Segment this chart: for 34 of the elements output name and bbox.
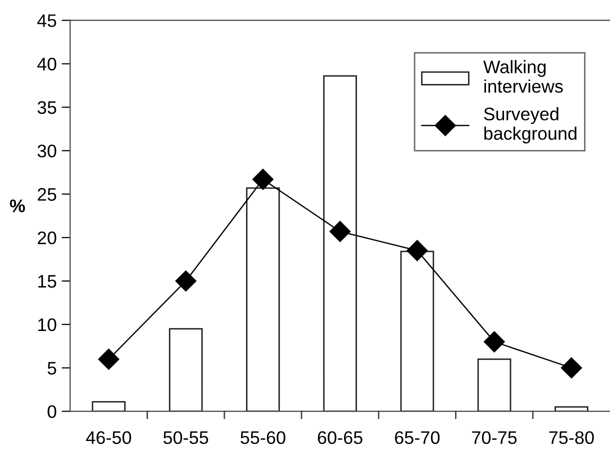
y-tick-label: 35 <box>38 101 56 114</box>
y-tick-label: 10 <box>38 318 56 332</box>
point <box>330 220 351 242</box>
y-tick-label: 5 <box>48 362 56 375</box>
point <box>252 168 274 190</box>
point <box>560 357 582 378</box>
point <box>175 270 196 292</box>
y-tick-label: 20 <box>38 231 56 244</box>
y-tick-label: 30 <box>38 144 56 158</box>
y-tick-label: 40 <box>37 58 56 70</box>
x-tick-label: 75-80 <box>549 431 594 444</box>
y-tick-label: 15 <box>38 275 56 288</box>
legend-label: Surveyed background <box>484 107 576 144</box>
bar <box>400 250 434 412</box>
legend-label: Walking interviews <box>483 60 563 93</box>
x-tick-label: 50-55 <box>163 431 208 444</box>
bar <box>246 187 280 412</box>
bar <box>477 358 512 412</box>
y-tick-label: 0 <box>48 405 56 418</box>
point <box>98 348 120 370</box>
x-tick-label: 46-50 <box>86 431 132 444</box>
x-tick-label: 55-60 <box>240 431 286 444</box>
point <box>406 240 428 262</box>
x-tick-label: 60-65 <box>318 431 362 444</box>
y-tick-label: 45 <box>37 14 56 28</box>
x-tick-label: 70-75 <box>472 431 517 444</box>
point <box>484 331 505 352</box>
bar <box>323 75 357 412</box>
x-tick-label: 65-70 <box>395 431 440 444</box>
y-tick-label: 25 <box>38 188 56 201</box>
bar <box>554 406 588 412</box>
bar <box>168 328 203 412</box>
bar <box>92 401 126 412</box>
y-axis-title: % <box>10 200 25 212</box>
